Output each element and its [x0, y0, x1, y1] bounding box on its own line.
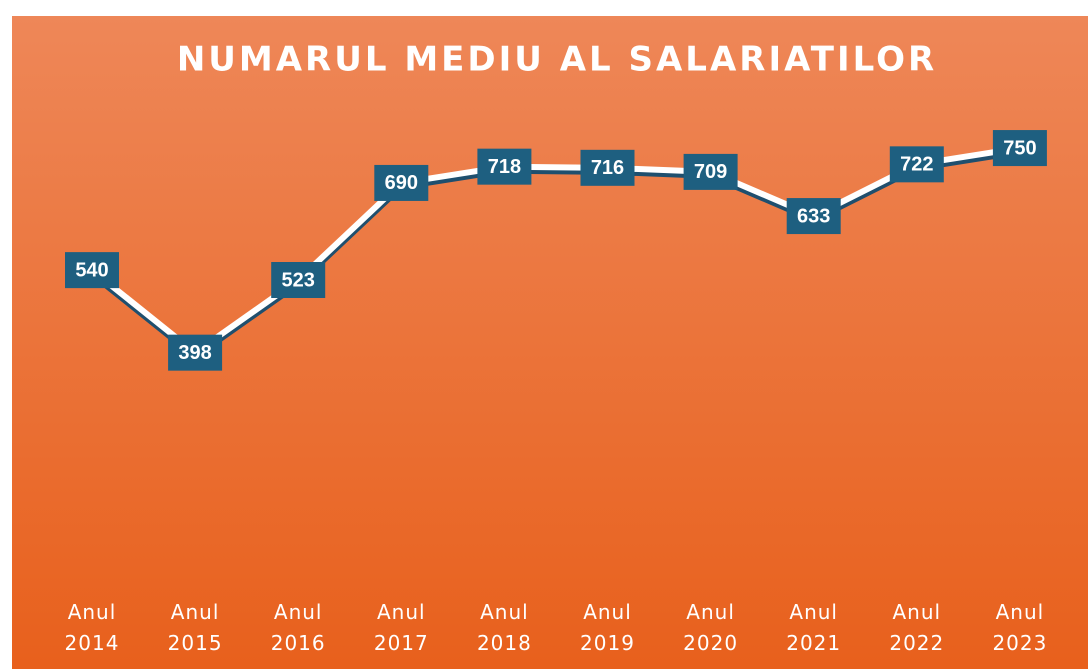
value-label-box [168, 334, 223, 371]
value-label-box [992, 130, 1047, 167]
line [90, 145, 1021, 356]
value-label-box [271, 262, 326, 299]
value-label-box [889, 146, 944, 183]
value-label-box [477, 148, 532, 185]
value-label-box [580, 149, 635, 186]
value-label: 709 [694, 161, 727, 183]
x-tick-label: Anul 2020 [683, 600, 739, 655]
x-tick-label: Anul 2016 [270, 600, 326, 655]
chart-title: NUMARUL MEDIU AL SALARIATILOR [177, 40, 937, 80]
value-label: 540 [75, 259, 108, 281]
value-label: 718 [488, 156, 521, 178]
x-tick-label: Anul 2021 [786, 600, 842, 655]
x-tick-label: Anul 2017 [373, 600, 429, 655]
value-label: 750 [1003, 137, 1036, 159]
value-label-box [374, 164, 429, 201]
value-label: 523 [282, 269, 315, 291]
line-shadow [90, 149, 1021, 360]
value-label: 690 [385, 172, 418, 194]
x-tick-label: Anul 2015 [167, 600, 223, 655]
x-tick-label: Anul 2019 [580, 600, 635, 655]
value-label-box [65, 252, 119, 289]
x-tick-label: Anul 2023 [992, 600, 1048, 655]
x-tick-label: Anul 2014 [64, 600, 120, 655]
x-tick-label: Anul 2022 [889, 600, 945, 655]
value-label: 633 [797, 205, 830, 227]
value-label: 722 [900, 154, 933, 176]
value-label: 398 [178, 342, 211, 364]
value-label-box [786, 198, 841, 235]
value-label-box [683, 153, 738, 190]
x-tick-label: Anul 2018 [476, 600, 532, 655]
value-label: 716 [591, 157, 624, 179]
